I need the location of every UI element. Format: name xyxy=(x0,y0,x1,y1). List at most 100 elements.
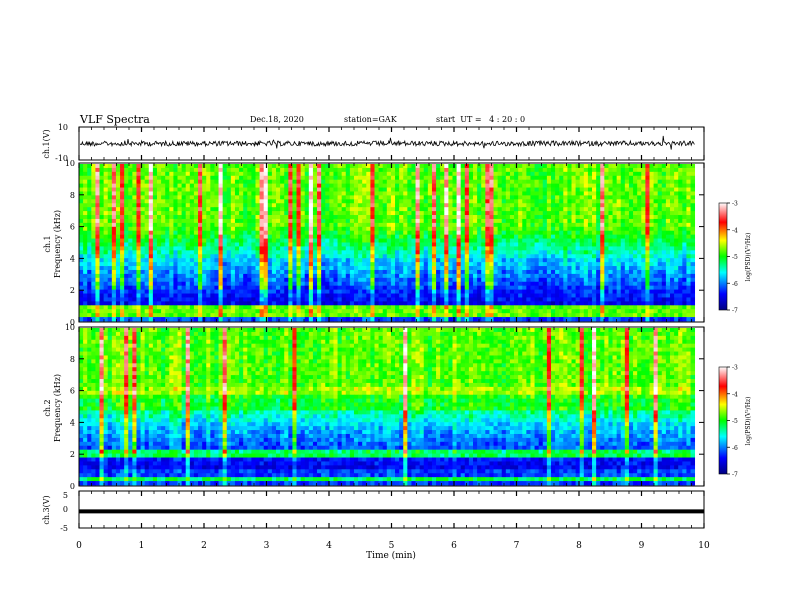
ch1-spectrogram-cell xyxy=(87,215,92,220)
ch1-spectrogram-cell xyxy=(206,167,211,173)
ch1-spectrogram-cell xyxy=(555,277,560,283)
ch1-spectrogram-cell xyxy=(189,269,195,275)
ch1-spectrogram-cell xyxy=(390,226,396,232)
ch1-spectrogram-cell xyxy=(452,262,457,267)
ch1-spectrogram-cell xyxy=(165,293,170,298)
ch1-spectrogram-cell xyxy=(210,191,215,196)
ch1-spectrogram-cell xyxy=(304,262,310,267)
ch1-spectrogram-cell xyxy=(481,273,486,279)
ch1-spectrogram-cell xyxy=(333,187,338,192)
ch1-spectrogram-cell xyxy=(136,281,141,287)
ch1-spectrogram-cell xyxy=(234,187,240,192)
ch1-spectrogram-cell xyxy=(674,171,679,177)
ch1-spectrogram-cell xyxy=(670,215,675,220)
ch1-spectrogram-cell xyxy=(366,175,371,181)
ch1-spectrogram-cell xyxy=(690,277,696,283)
ch1-spectrogram-cell xyxy=(468,246,474,251)
ch1-spectrogram-cell xyxy=(571,250,576,255)
ch1-spectrogram-cell xyxy=(173,242,178,247)
ch1-spectrogram-cell xyxy=(518,175,523,181)
ch1-spectrogram-cell xyxy=(473,246,478,251)
ch1-spectrogram-cell xyxy=(226,281,232,287)
ch1-spectrogram-cell xyxy=(661,269,667,275)
ch1-spectrogram-cell xyxy=(83,242,88,247)
ch1-spectrogram-cell xyxy=(165,242,170,247)
ch1-spectrogram-cell xyxy=(206,230,211,236)
ch1-spectrogram-cell xyxy=(251,246,256,251)
ch1-spectrogram-cell xyxy=(259,191,265,196)
ch1-spectrogram-cell xyxy=(206,238,211,243)
ch1-spectrogram-cell xyxy=(678,203,683,208)
ch1-spectrogram-cell xyxy=(395,234,400,239)
ch1-spectrogram-cell xyxy=(399,164,404,169)
ch1-spectrogram-cell xyxy=(156,211,162,216)
ch1-spectrogram-cell xyxy=(567,273,572,279)
ch1-spectrogram-cell xyxy=(87,281,92,287)
ch1-spectrogram-cell xyxy=(386,207,392,212)
ch1-spectrogram-cell xyxy=(423,191,429,196)
ch1-spectrogram-cell xyxy=(637,266,642,271)
ch1-spectrogram-cell xyxy=(427,238,433,243)
ch1-spectrogram-cell xyxy=(592,211,597,216)
ch1-spectrogram-cell xyxy=(608,273,613,279)
ch1-spectrogram-cell xyxy=(452,167,457,173)
ch1-spectrogram-cell xyxy=(579,183,585,188)
ch1-spectrogram-cell xyxy=(497,171,503,177)
ch1-spectrogram-cell xyxy=(637,207,642,212)
ch1-spectrogram-cell xyxy=(665,171,671,177)
ch1-spectrogram-cell xyxy=(280,222,285,228)
ch1-spectrogram-cell xyxy=(501,234,507,239)
ch1-spectrogram-cell xyxy=(247,289,252,294)
ch1-spectrogram-cell xyxy=(538,191,544,196)
ch1-spectrogram-cell xyxy=(370,203,375,208)
ch1-spectrogram-cell xyxy=(169,258,174,263)
ch1-spectrogram-cell xyxy=(271,258,277,263)
ch1-spectrogram-cell xyxy=(653,226,659,232)
ch1-spectrogram-cell xyxy=(107,179,113,185)
ch1-spectrogram-cell xyxy=(136,187,141,192)
ch1-spectrogram-cell xyxy=(624,262,630,267)
ch1-spectrogram-cell xyxy=(128,187,133,192)
ch1-spectrogram-cell xyxy=(509,191,515,196)
ch1-spectrogram-cell xyxy=(304,203,310,208)
ch1-spectrogram-cell xyxy=(505,246,511,251)
ch1-spectrogram-cell xyxy=(546,281,552,287)
ch1-spectrogram-cell xyxy=(280,269,285,275)
ch1-spectrogram-cell xyxy=(156,289,162,294)
ch1-spectrogram-cell xyxy=(284,277,289,283)
ch1-spectrogram-cell xyxy=(378,207,384,212)
ch1-spectrogram-cell xyxy=(616,207,622,212)
ch1-spectrogram-cell xyxy=(616,246,622,251)
ch1-spectrogram-cell xyxy=(136,164,141,169)
ch1-spectrogram-cell xyxy=(234,175,240,181)
ch1-spectrogram-cell xyxy=(177,293,182,298)
ch1-spectrogram-cell xyxy=(128,269,133,275)
ch1-spectrogram-cell xyxy=(489,218,494,224)
ch1-spectrogram-cell xyxy=(604,171,609,177)
ch1-spectrogram-cell xyxy=(411,199,416,204)
ch1-spectrogram-cell xyxy=(103,293,109,298)
ch1-spectrogram-cell xyxy=(353,195,359,200)
ch1-spectrogram-cell xyxy=(95,262,100,267)
ch1-spectrogram-cell xyxy=(333,199,338,204)
ch1-spectrogram-cell xyxy=(674,242,679,247)
ch1-spectrogram-cell xyxy=(546,289,552,294)
ch1-spectrogram-cell xyxy=(267,273,273,279)
ch1-spectrogram-cell xyxy=(612,195,618,200)
ch1-spectrogram-cell xyxy=(79,187,84,192)
ch1-spectrogram-cell xyxy=(501,281,507,287)
ch1-spectrogram-cell xyxy=(419,199,425,204)
ch1-spectrogram-cell xyxy=(189,183,195,188)
ch1-spectrogram-cell xyxy=(546,269,552,275)
ch1-spectrogram-cell xyxy=(308,191,314,196)
ch1-spectrogram-cell xyxy=(333,269,338,275)
ch1-spectrogram-cell xyxy=(485,242,490,247)
ch1-spectrogram-cell xyxy=(641,191,646,196)
ch1-spectrogram-cell xyxy=(345,254,351,259)
ch1-spectrogram-cell xyxy=(304,250,310,255)
ch1-spectrogram-cell xyxy=(509,175,515,181)
ch1-spectrogram-cell xyxy=(649,215,654,220)
ch1-spectrogram-cell xyxy=(419,285,425,291)
ch1-spectrogram-cell xyxy=(103,164,109,169)
ch1-spectrogram-cell xyxy=(657,203,663,208)
